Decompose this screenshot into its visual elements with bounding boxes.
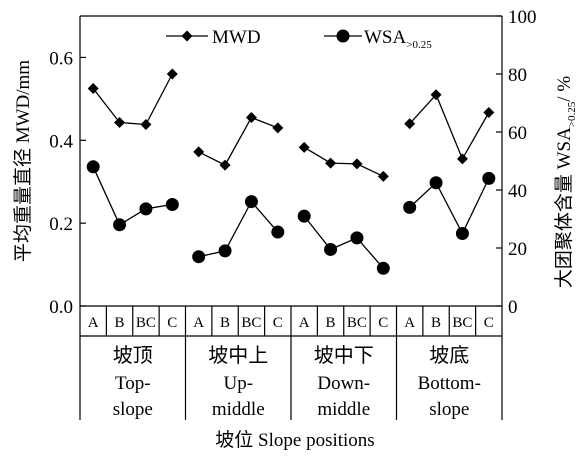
series-line-mwd	[409, 93, 490, 161]
wsa-point	[482, 171, 496, 185]
right-tick-label: 0	[508, 297, 518, 318]
category-label: A	[299, 315, 310, 331]
group-label-cn: 坡中上	[208, 343, 268, 367]
left-tick-label: 0.0	[49, 297, 73, 318]
group-label-en: Up-	[223, 373, 253, 394]
y-axis-left-title: 平均重量直径 MWD/mm	[12, 60, 34, 262]
wsa-point	[86, 160, 100, 174]
group-label-en: slope	[429, 399, 469, 420]
category-label: A	[404, 315, 415, 331]
series-area	[86, 68, 496, 275]
group-label-en: middle	[212, 399, 265, 420]
wsa-point	[455, 227, 469, 240]
wsa-point	[271, 225, 285, 239]
category-label: A	[193, 315, 204, 331]
mwd-point	[193, 146, 205, 158]
legend: MWD WSA>0.25	[166, 27, 432, 51]
group-label-en: Top-	[115, 373, 151, 394]
category-label: C	[167, 315, 177, 331]
mwd-point	[298, 141, 310, 153]
left-axis-ticks: 0.0 0.2 0.4 0.6	[49, 48, 86, 318]
mwd-point	[166, 68, 178, 80]
plot-frame	[79, 15, 503, 307]
wsa-point	[403, 200, 417, 214]
mwd-point	[140, 119, 152, 131]
series-line-wsa	[92, 166, 173, 226]
series-line-mwd	[198, 116, 279, 166]
series-line-wsa	[198, 200, 279, 258]
category-label: B	[431, 315, 441, 331]
mwd-point	[456, 153, 468, 165]
legend-wsa-label: WSA>0.25	[364, 27, 432, 51]
category-label: A	[88, 315, 99, 331]
wsa-point	[429, 176, 443, 190]
category-label: BC	[136, 315, 156, 331]
left-tick-label: 0.2	[49, 214, 73, 235]
legend-mwd-label: MWD	[212, 27, 261, 48]
series-line-wsa	[409, 178, 490, 235]
x-axis-title: 坡位 Slope positions	[215, 429, 374, 451]
category-label: BC	[347, 315, 367, 331]
right-tick-label: 20	[508, 239, 527, 260]
mwd-point	[114, 116, 126, 128]
group-label-en: slope	[113, 399, 153, 420]
category-label: BC	[452, 315, 472, 331]
category-label: B	[115, 315, 125, 331]
wsa-point	[376, 261, 390, 275]
mwd-point	[483, 107, 495, 119]
mwd-point	[87, 83, 99, 94]
right-axis-ticks: 0 20 40 60 80 100	[496, 7, 537, 318]
wsa-point	[297, 209, 311, 223]
category-label: C	[484, 315, 494, 331]
left-tick-label: 0.4	[49, 131, 73, 152]
wsa-point	[244, 195, 258, 209]
category-label: B	[220, 315, 230, 331]
right-tick-label: 60	[508, 123, 527, 144]
category-label: B	[326, 315, 336, 331]
category-label: C	[273, 315, 283, 331]
group-label-en: Bottom-	[418, 373, 481, 394]
mwd-point	[404, 118, 416, 130]
legend-mwd-diamond-icon	[181, 30, 193, 42]
right-tick-label: 40	[508, 181, 527, 202]
wsa-point	[139, 202, 153, 216]
y-axis-right-title: 大团聚体含量 WSA>0.25/ %	[553, 76, 578, 288]
mwd-point	[430, 89, 442, 101]
series-line-mwd	[92, 73, 173, 126]
category-label: BC	[241, 315, 261, 331]
mwd-point	[325, 157, 337, 169]
mwd-point	[245, 112, 257, 123]
left-tick-label: 0.6	[49, 48, 73, 69]
wsa-point	[350, 231, 364, 245]
wsa-point	[165, 198, 179, 211]
mwd-point	[377, 170, 389, 182]
group-label-cn: 坡顶	[113, 343, 153, 367]
category-label: C	[378, 315, 388, 331]
group-label-en: Down-	[317, 373, 370, 394]
group-label-cn: 坡中下	[314, 343, 374, 367]
right-tick-label: 100	[508, 7, 537, 28]
group-label-en: middle	[317, 399, 370, 420]
wsa-point	[113, 218, 127, 232]
wsa-point	[218, 244, 232, 258]
group-label-cn: 坡底	[429, 343, 469, 367]
mwd-point	[272, 122, 284, 134]
right-tick-label: 80	[508, 65, 527, 86]
mwd-point	[351, 158, 363, 170]
mwd-point	[219, 159, 231, 171]
series-line-mwd	[303, 146, 384, 177]
wsa-point	[324, 242, 338, 256]
legend-wsa-circle-icon	[336, 29, 350, 43]
wsa-point	[192, 250, 206, 264]
series-line-wsa	[303, 215, 384, 269]
